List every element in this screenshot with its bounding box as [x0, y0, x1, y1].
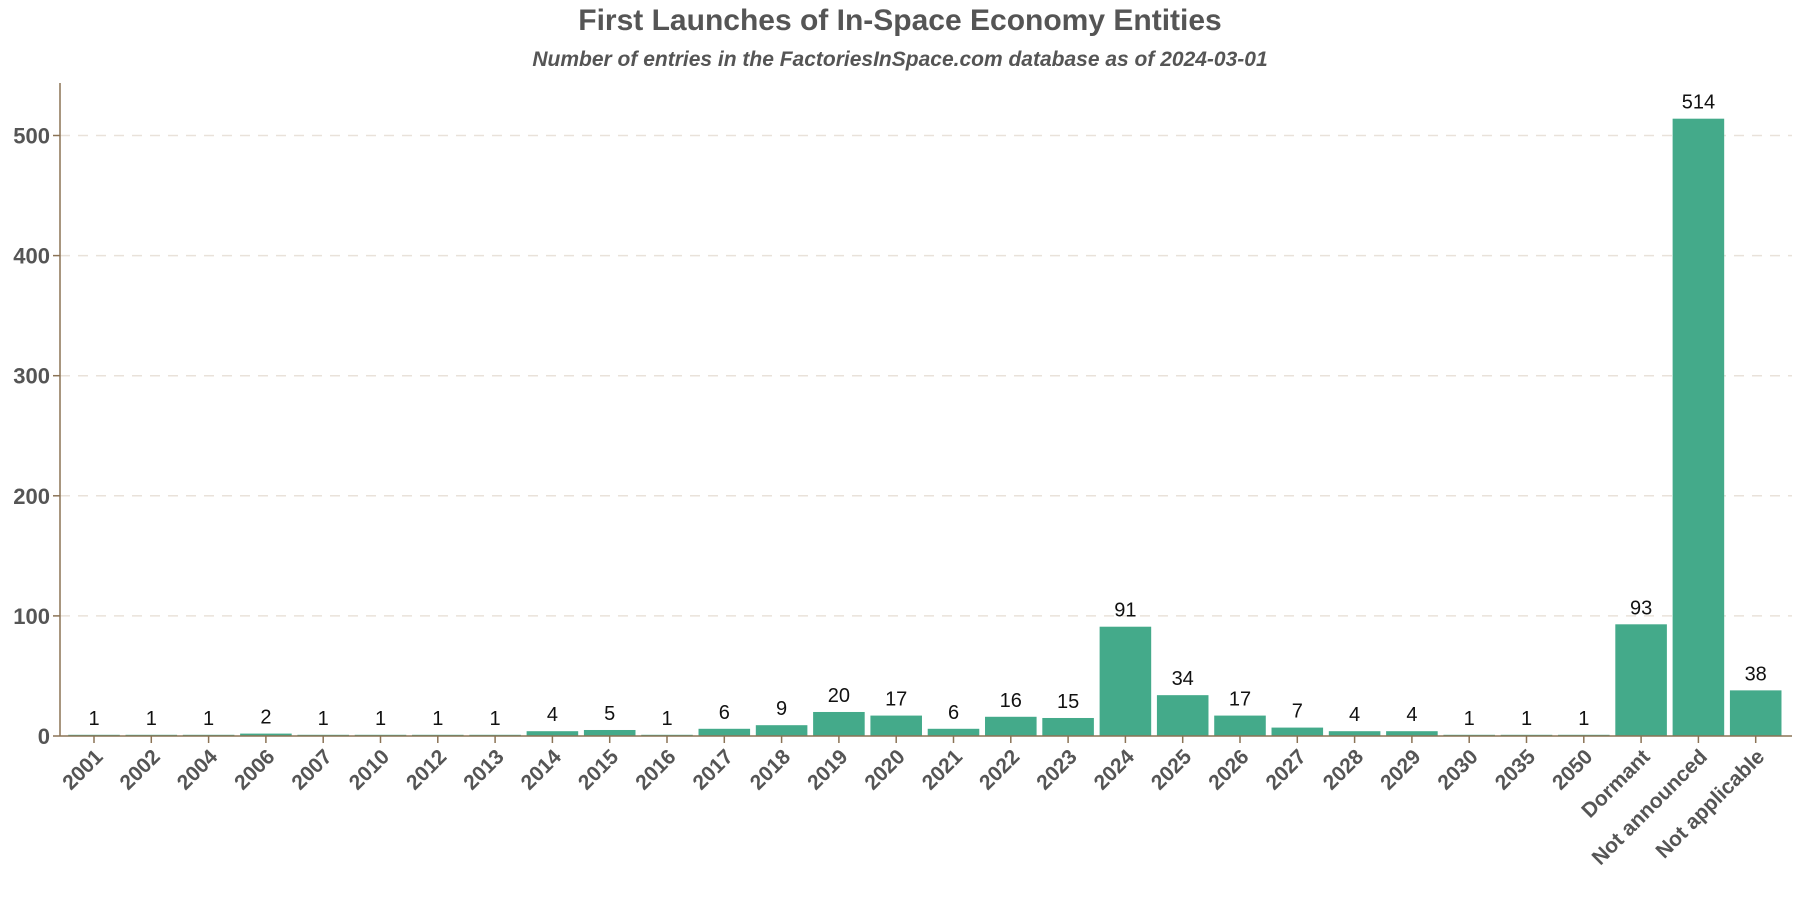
data-label: 4 [1406, 704, 1417, 726]
bar [583, 729, 636, 736]
bar [755, 725, 808, 736]
bar [927, 728, 980, 736]
bar [526, 731, 579, 736]
bar [1156, 695, 1209, 736]
x-tick-label: 2029 [1376, 745, 1425, 794]
x-tick-label: 2035 [1491, 745, 1541, 795]
x-tick-label: 2001 [58, 745, 108, 795]
data-label: 1 [1464, 708, 1475, 730]
data-label: 1 [203, 708, 214, 730]
data-label: 9 [776, 698, 787, 720]
data-label: 6 [719, 702, 730, 724]
data-label: 4 [1349, 704, 1360, 726]
y-tick-label: 0 [38, 724, 50, 749]
data-label: 6 [948, 702, 959, 724]
chart-title: First Launches of In-Space Economy Entit… [578, 4, 1222, 37]
x-tick-label: 2013 [459, 745, 508, 794]
bar [1099, 626, 1152, 736]
bar [1042, 717, 1094, 736]
data-label: 1 [146, 708, 157, 730]
data-label: 20 [828, 685, 850, 707]
data-label: 1 [1578, 708, 1589, 730]
x-tick-label: 2024 [1090, 745, 1140, 795]
data-label: 1 [1521, 708, 1532, 730]
chart-subtitle: Number of entries in the FactoriesInSpac… [532, 48, 1268, 71]
bar [870, 715, 922, 736]
data-label: 5 [604, 703, 615, 725]
x-tick-label: 2022 [975, 745, 1024, 794]
x-tick-label: 2015 [574, 745, 624, 795]
x-tick-label: 2030 [1433, 745, 1482, 794]
y-tick-label: 400 [13, 244, 50, 269]
data-label: 17 [1229, 689, 1251, 711]
y-tick-label: 500 [13, 124, 50, 149]
x-tick-label: 2017 [689, 745, 738, 794]
x-tick-label: 2010 [345, 745, 394, 794]
data-label: 34 [1172, 668, 1194, 690]
x-tick-label: 2007 [287, 745, 336, 794]
data-label: 17 [885, 689, 907, 711]
bar [1214, 715, 1266, 736]
x-tick-label: 2021 [918, 745, 968, 795]
x-tick-label: 2016 [631, 745, 680, 794]
data-label: 1 [88, 708, 99, 730]
bar [1672, 118, 1725, 737]
y-tick-label: 300 [13, 364, 50, 389]
data-label: 1 [375, 708, 386, 730]
data-label: 1 [661, 708, 672, 730]
data-label: 1 [318, 708, 329, 730]
x-tick-label: 2014 [517, 745, 567, 795]
x-tick-label: 2006 [230, 745, 279, 794]
bar [698, 728, 751, 736]
x-tick-label: 2028 [1319, 745, 1369, 795]
x-tick-label: 2027 [1262, 745, 1311, 794]
data-label: 4 [547, 704, 558, 726]
bar [985, 716, 1037, 736]
bar [1729, 690, 1782, 736]
data-label: 1 [490, 708, 501, 730]
x-tick-label: 2020 [860, 745, 909, 794]
x-tick-label: 2004 [173, 745, 223, 795]
x-tick-label: 2026 [1204, 745, 1253, 794]
x-tick-label: 2002 [116, 745, 165, 794]
bar [1386, 731, 1438, 736]
bar [813, 711, 865, 736]
data-label: 16 [1000, 690, 1022, 712]
bar [1271, 727, 1324, 736]
data-label: 1 [432, 708, 443, 730]
y-tick-label: 200 [13, 484, 50, 509]
data-label: 93 [1630, 597, 1652, 619]
bar [1328, 731, 1381, 736]
x-tick-label: 2025 [1147, 745, 1197, 795]
data-label: 2 [260, 707, 271, 729]
data-label: 514 [1682, 92, 1715, 114]
y-tick-label: 100 [13, 604, 50, 629]
data-label: 7 [1292, 701, 1303, 723]
data-label: 15 [1057, 691, 1079, 713]
data-label: 91 [1114, 600, 1136, 622]
x-tick-label: 2050 [1548, 745, 1597, 794]
x-tick-label: 2018 [746, 745, 796, 795]
x-tick-label: 2012 [402, 745, 451, 794]
x-tick-label: 2023 [1032, 745, 1081, 794]
x-tick-label: 2019 [803, 745, 852, 794]
bar [1615, 624, 1667, 736]
data-label: 38 [1745, 663, 1767, 685]
bar [240, 733, 292, 736]
